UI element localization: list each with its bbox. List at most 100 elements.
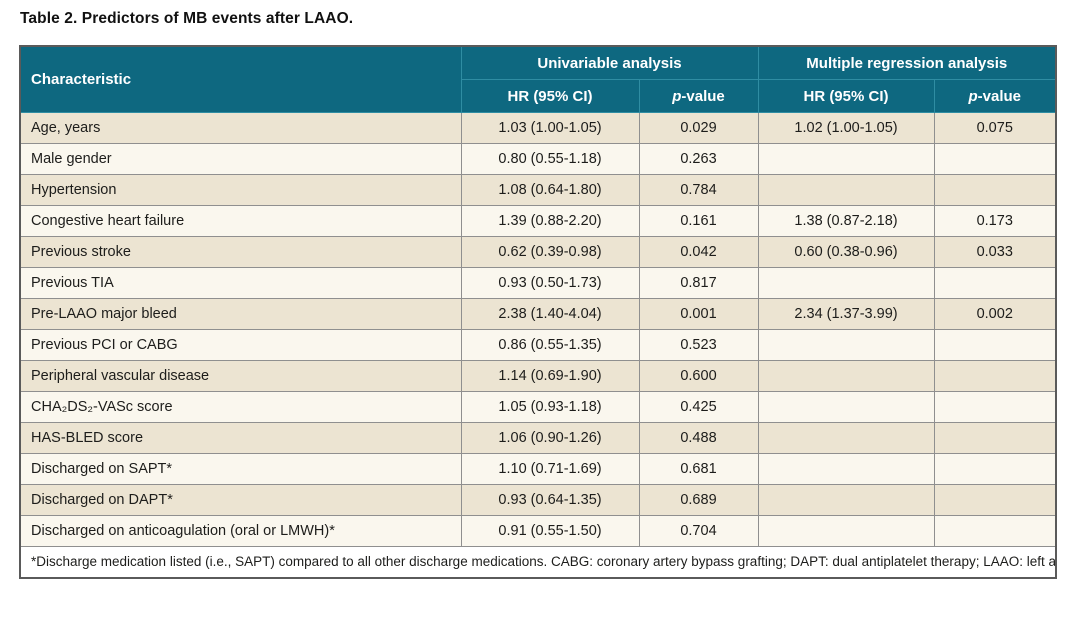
cell-uni-hr: 1.10 (0.71-1.69) <box>460 453 640 485</box>
table-row: Age, years 1.03 (1.00-1.05) 0.029 1.02 (… <box>19 112 1057 144</box>
table-row: Hypertension 1.08 (0.64-1.80) 0.784 <box>19 174 1057 206</box>
cell-multi-p <box>933 484 1057 516</box>
cell-uni-p: 0.817 <box>638 267 759 299</box>
group-header-univariable: Univariable analysis <box>460 45 759 80</box>
table-row: Discharged on DAPT* 0.93 (0.64-1.35) 0.6… <box>19 484 1057 516</box>
cell-multi-p: 0.173 <box>933 205 1057 237</box>
cell-multi-p <box>933 174 1057 206</box>
cell-multi-p <box>933 360 1057 392</box>
cell-uni-hr: 0.91 (0.55-1.50) <box>460 515 640 547</box>
cell-uni-p: 0.523 <box>638 329 759 361</box>
cell-uni-p: 0.042 <box>638 236 759 268</box>
cell-characteristic: Hypertension <box>19 174 462 206</box>
cell-uni-hr: 2.38 (1.40-4.04) <box>460 298 640 330</box>
cell-multi-hr <box>757 391 935 423</box>
cell-characteristic: Previous stroke <box>19 236 462 268</box>
cell-multi-p <box>933 143 1057 175</box>
cell-multi-hr <box>757 174 935 206</box>
table-row: Peripheral vascular disease 1.14 (0.69-1… <box>19 360 1057 392</box>
cell-uni-p: 0.161 <box>638 205 759 237</box>
table-footer: *Discharge medication listed (i.e., SAPT… <box>19 546 1057 579</box>
p-italic: p <box>968 87 978 105</box>
column-header-uni-hr: HR (95% CI) <box>460 79 640 113</box>
cell-uni-p: 0.600 <box>638 360 759 392</box>
table-title: Table 2. Predictors of MB events after L… <box>20 10 354 27</box>
table-row: Discharged on SAPT* 1.10 (0.71-1.69) 0.6… <box>19 453 1057 485</box>
table-row: Pre-LAAO major bleed 2.38 (1.40-4.04) 0.… <box>19 298 1057 330</box>
cell-multi-hr <box>757 360 935 392</box>
cell-multi-hr: 1.02 (1.00-1.05) <box>757 112 935 144</box>
table-body: Age, years 1.03 (1.00-1.05) 0.029 1.02 (… <box>19 112 1057 547</box>
cell-uni-hr: 1.14 (0.69-1.90) <box>460 360 640 392</box>
cell-characteristic: Peripheral vascular disease <box>19 360 462 392</box>
cell-multi-hr <box>757 329 935 361</box>
cell-characteristic: Pre-LAAO major bleed <box>19 298 462 330</box>
cell-uni-p: 0.784 <box>638 174 759 206</box>
cell-uni-p: 0.704 <box>638 515 759 547</box>
table-row: Previous stroke 0.62 (0.39-0.98) 0.042 0… <box>19 236 1057 268</box>
cell-uni-p: 0.488 <box>638 422 759 454</box>
cell-multi-p <box>933 391 1057 423</box>
table-row: Discharged on anticoagulation (oral or L… <box>19 515 1057 547</box>
cell-characteristic: HAS-BLED score <box>19 422 462 454</box>
p-italic: p <box>672 87 682 105</box>
cell-uni-hr: 0.93 (0.64-1.35) <box>460 484 640 516</box>
sub-header-row: HR (95% CI) p-value HR (95% CI) p-value <box>20 79 1057 113</box>
cell-uni-p: 0.681 <box>638 453 759 485</box>
cell-multi-p <box>933 329 1057 361</box>
cell-uni-p: 0.029 <box>638 112 759 144</box>
cell-multi-hr: 1.38 (0.87-2.18) <box>757 205 935 237</box>
cell-characteristic: Discharged on DAPT* <box>19 484 462 516</box>
cell-multi-hr <box>757 143 935 175</box>
footnote-text: *Discharge medication listed (i.e., SAPT… <box>19 546 1057 579</box>
cell-uni-p: 0.689 <box>638 484 759 516</box>
cell-multi-p <box>933 453 1057 485</box>
cell-uni-hr: 1.03 (1.00-1.05) <box>460 112 640 144</box>
predictors-table: Characteristic Univariable analysis Mult… <box>19 45 1057 580</box>
cell-multi-p <box>933 267 1057 299</box>
table-row: HAS-BLED score 1.06 (0.90-1.26) 0.488 <box>19 422 1057 454</box>
cell-uni-hr: 0.62 (0.39-0.98) <box>460 236 640 268</box>
table-header: Characteristic Univariable analysis Mult… <box>19 45 1057 113</box>
cell-multi-hr <box>757 453 935 485</box>
p-rest: -value <box>681 87 725 105</box>
group-header-multiple-regression: Multiple regression analysis <box>757 45 1057 80</box>
cell-multi-p: 0.033 <box>933 236 1057 268</box>
cell-multi-p <box>933 422 1057 454</box>
cell-multi-hr <box>757 515 935 547</box>
cell-characteristic: Male gender <box>19 143 462 175</box>
cell-characteristic: Previous TIA <box>19 267 462 299</box>
cell-multi-p: 0.002 <box>933 298 1057 330</box>
cell-characteristic: Discharged on SAPT* <box>19 453 462 485</box>
table-row: CHA₂DS₂-VASc score 1.05 (0.93-1.18) 0.42… <box>19 391 1057 423</box>
cell-uni-hr: 0.86 (0.55-1.35) <box>460 329 640 361</box>
cell-characteristic: Previous PCI or CABG <box>19 329 462 361</box>
cell-multi-hr <box>757 422 935 454</box>
cell-uni-p: 0.263 <box>638 143 759 175</box>
p-rest: -value <box>977 87 1022 105</box>
cell-uni-hr: 1.39 (0.88-2.20) <box>460 205 640 237</box>
cell-characteristic: Discharged on anticoagulation (oral or L… <box>19 515 462 547</box>
cell-uni-hr: 1.05 (0.93-1.18) <box>460 391 640 423</box>
table-row: Previous PCI or CABG 0.86 (0.55-1.35) 0.… <box>19 329 1057 361</box>
cell-uni-hr: 1.06 (0.90-1.26) <box>460 422 640 454</box>
cell-multi-hr <box>757 484 935 516</box>
cell-uni-hr: 0.80 (0.55-1.18) <box>460 143 640 175</box>
cell-uni-p: 0.001 <box>638 298 759 330</box>
cell-multi-hr: 2.34 (1.37-3.99) <box>757 298 935 330</box>
column-header-characteristic: Characteristic <box>19 45 462 113</box>
footnote-row: *Discharge medication listed (i.e., SAPT… <box>19 546 1057 579</box>
group-header-row: Characteristic Univariable analysis Mult… <box>19 45 1057 113</box>
column-header-multi-pvalue: p-value <box>933 79 1057 113</box>
table-row: Male gender 0.80 (0.55-1.18) 0.263 <box>19 143 1057 175</box>
cell-characteristic: CHA₂DS₂-VASc score <box>19 391 462 423</box>
cell-multi-hr <box>757 267 935 299</box>
cell-characteristic: Congestive heart failure <box>19 205 462 237</box>
column-header-multi-hr: HR (95% CI) <box>757 79 935 113</box>
table-row: Previous TIA 0.93 (0.50-1.73) 0.817 <box>19 267 1057 299</box>
cell-characteristic: Age, years <box>19 112 462 144</box>
cell-multi-p <box>933 515 1057 547</box>
cell-multi-hr: 0.60 (0.38-0.96) <box>757 236 935 268</box>
table-row: Congestive heart failure 1.39 (0.88-2.20… <box>19 205 1057 237</box>
